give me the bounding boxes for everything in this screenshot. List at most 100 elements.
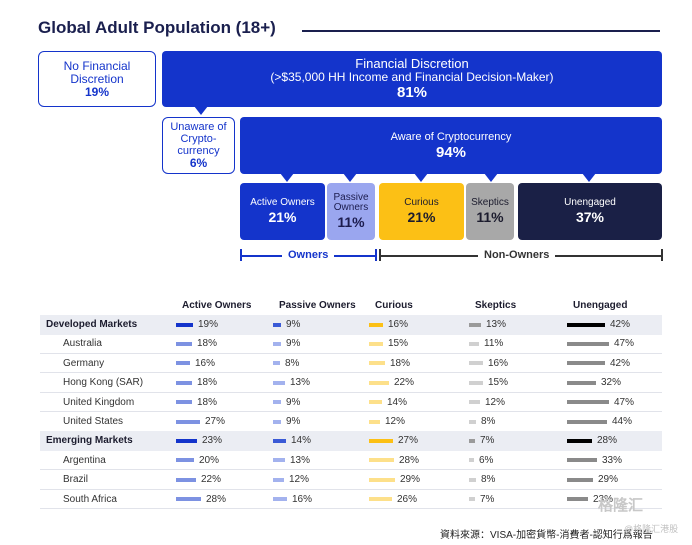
table-cell: 28% xyxy=(369,451,419,470)
value-label: 8% xyxy=(285,357,300,369)
row-label: United States xyxy=(63,416,124,427)
value-label: 12% xyxy=(385,416,406,427)
no-financial-pct: 19% xyxy=(84,84,110,99)
table-row: Germany 16% 8% 18% 16% 42% xyxy=(40,354,662,374)
value-label: 29% xyxy=(598,474,619,486)
table-cell: 11% xyxy=(469,334,503,353)
value-label: 42% xyxy=(610,319,631,330)
value-bar xyxy=(176,477,196,482)
value-label: 27% xyxy=(398,435,419,447)
value-label: 16% xyxy=(292,493,313,505)
value-bar xyxy=(369,361,385,366)
value-bar xyxy=(369,438,393,443)
table-cell: 18% xyxy=(176,393,217,412)
value-label: 11% xyxy=(484,338,504,350)
table-cell: 42% xyxy=(567,315,630,334)
value-bar xyxy=(469,380,483,385)
table-cell: 7% xyxy=(469,490,494,509)
segment-0: Active Owners 21% xyxy=(240,183,325,240)
watermark: 格隆汇 xyxy=(598,497,644,514)
value-label: 32% xyxy=(601,377,622,389)
table-cell: 8% xyxy=(469,412,495,431)
financial-sub: (>$35,000 HH Income and Financial Decisi… xyxy=(270,70,554,84)
value-label: 18% xyxy=(197,338,218,350)
value-bar xyxy=(469,322,481,327)
value-bar xyxy=(369,458,394,463)
value-label: 15% xyxy=(488,377,509,389)
value-bar xyxy=(176,322,193,327)
aware-notch-3 xyxy=(414,173,428,182)
value-bar xyxy=(273,322,281,327)
row-label: Hong Kong (SAR) xyxy=(63,377,144,389)
value-bar xyxy=(567,380,596,385)
value-label: 15% xyxy=(388,338,409,350)
value-bar xyxy=(176,419,200,424)
table-cell: 6% xyxy=(469,451,493,470)
value-label: 47% xyxy=(614,338,635,350)
value-bar xyxy=(469,438,475,443)
value-label: 19% xyxy=(198,319,219,330)
segment-pct: 21% xyxy=(407,209,436,225)
value-label: 28% xyxy=(206,493,227,505)
column-header: Active Owners xyxy=(182,300,252,311)
segment-label: Passive Owners xyxy=(333,192,369,213)
table-cell: 28% xyxy=(567,431,617,450)
table-cell: 12% xyxy=(273,470,309,489)
table-cell: 16% xyxy=(273,490,312,509)
table-row: Australia 18% 9% 15% 11% 47% xyxy=(40,334,662,354)
aware-box: Aware of Cryptocurrency 94% xyxy=(240,117,662,174)
title-rule xyxy=(302,30,660,32)
value-bar xyxy=(369,341,383,346)
segment-3: Skeptics 11% xyxy=(466,183,514,240)
value-label: 6% xyxy=(479,454,494,466)
value-label: 13% xyxy=(290,454,311,466)
value-bar xyxy=(273,458,285,463)
value-bar xyxy=(176,380,192,385)
financial-pct: 81% xyxy=(396,84,428,101)
value-bar xyxy=(469,458,474,463)
value-bar xyxy=(567,361,605,366)
table-cell: 14% xyxy=(369,393,407,412)
value-bar xyxy=(176,458,194,463)
value-bar xyxy=(273,438,286,443)
table-row: United States 27% 9% 12% 8% 44% xyxy=(40,412,662,432)
value-label: 9% xyxy=(286,416,301,427)
value-label: 13% xyxy=(290,377,311,389)
segment-pct: 11% xyxy=(337,214,365,230)
table-row: Argentina 20% 13% 28% 6% 33% xyxy=(40,451,662,471)
row-label: United Kingdom xyxy=(63,396,135,408)
table-cell: 18% xyxy=(176,373,217,392)
table-cell: 28% xyxy=(176,490,226,509)
unaware-label: Unaware of Crypto-currency xyxy=(170,121,227,157)
value-label: 8% xyxy=(481,416,496,427)
value-bar xyxy=(567,458,597,463)
value-label: 23% xyxy=(202,435,223,447)
segment-1: Passive Owners 11% xyxy=(327,183,375,240)
aware-notch-1 xyxy=(280,173,294,182)
table-cell: 12% xyxy=(469,393,505,412)
value-bar xyxy=(273,497,287,502)
value-label: 44% xyxy=(612,416,633,427)
value-bar xyxy=(469,341,479,346)
table-cell: 16% xyxy=(176,354,215,373)
row-label: Developed Markets xyxy=(46,319,138,330)
segment-label: Active Owners xyxy=(250,197,315,208)
aware-label: Aware of Cryptocurrency xyxy=(390,130,512,143)
table-cell: 47% xyxy=(567,393,634,412)
value-bar xyxy=(369,477,395,482)
table-cell: 26% xyxy=(369,490,417,509)
segment-label: Skeptics xyxy=(471,197,509,208)
value-bar xyxy=(369,322,383,327)
value-bar xyxy=(469,477,476,482)
table-cell: 29% xyxy=(567,470,618,489)
owners-label: Owners xyxy=(282,249,335,261)
table-cell: 8% xyxy=(273,354,299,373)
value-label: 8% xyxy=(481,474,496,486)
table-cell: 9% xyxy=(273,334,300,353)
value-bar xyxy=(273,361,280,366)
value-label: 18% xyxy=(197,377,218,389)
table-cell: 15% xyxy=(369,334,408,353)
source-note: 資料來源：VISA-加密貨幣-消費者-認知行爲報告 xyxy=(440,530,653,541)
table-cell: 15% xyxy=(469,373,508,392)
value-label: 18% xyxy=(390,357,411,369)
